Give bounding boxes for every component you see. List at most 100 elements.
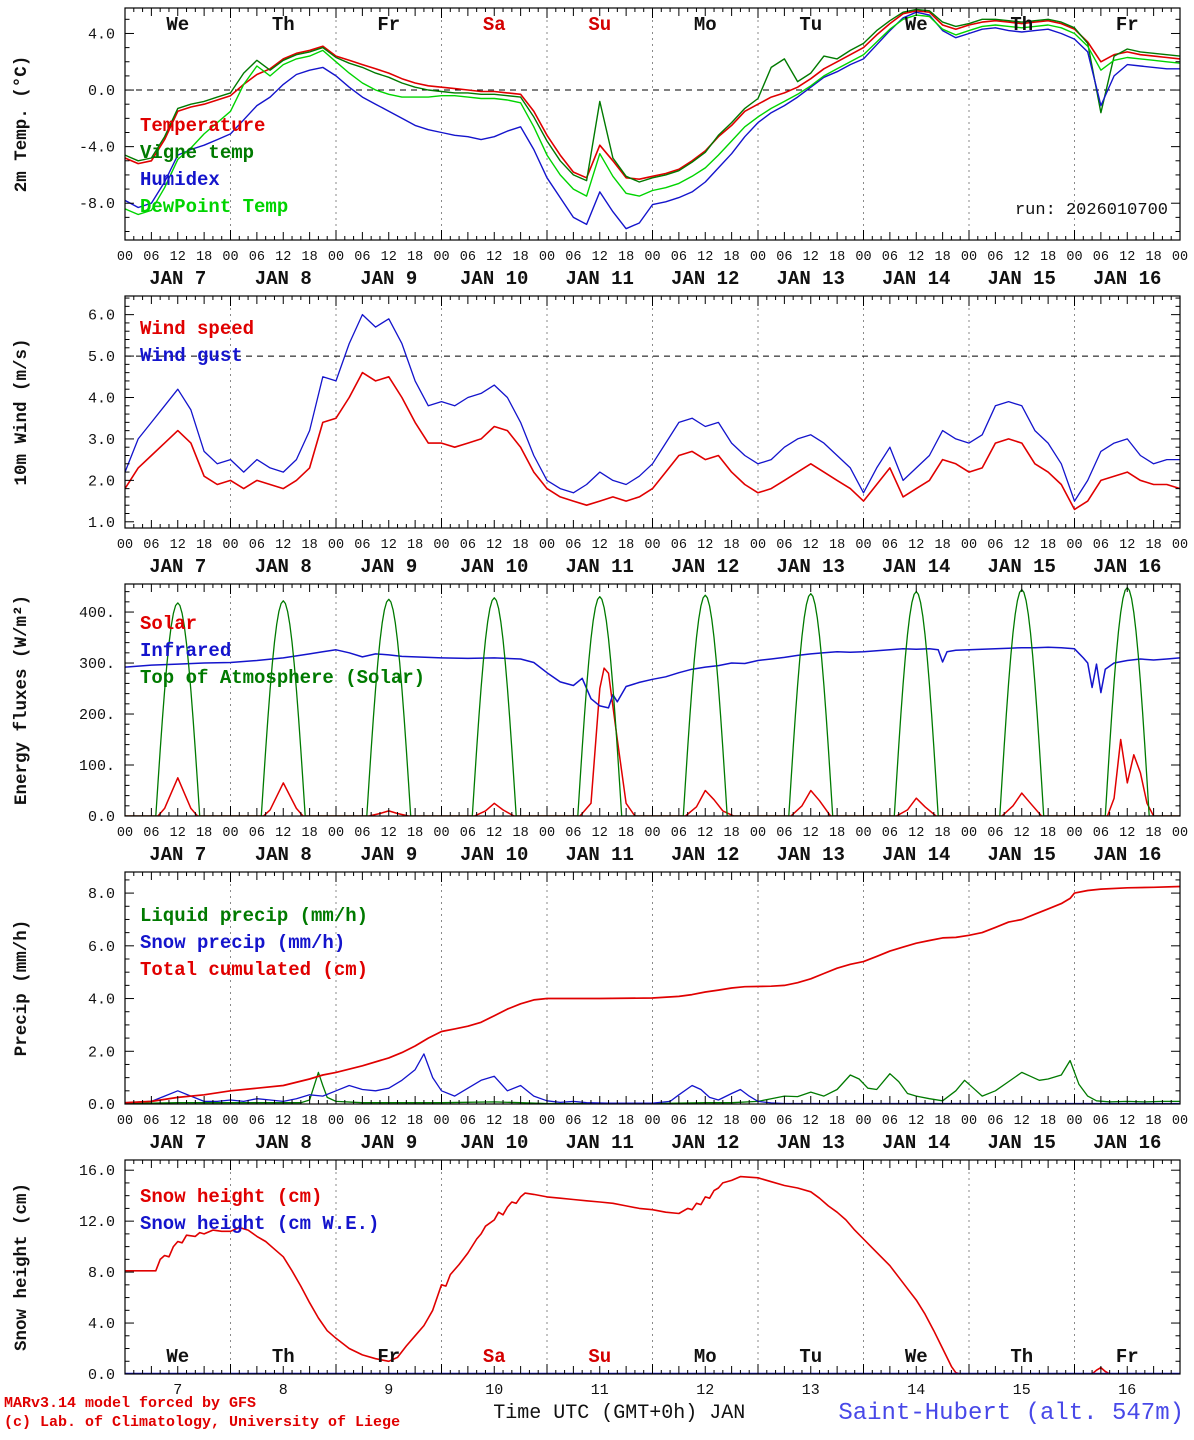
svg-text:Sa: Sa (483, 1346, 506, 1368)
svg-text:18: 18 (829, 250, 845, 265)
svg-text:12.0: 12.0 (79, 1214, 115, 1231)
svg-text:3.0: 3.0 (88, 432, 115, 449)
svg-text:JAN 11: JAN 11 (566, 268, 634, 288)
svg-text:-4.0: -4.0 (79, 140, 115, 157)
svg-text:18: 18 (618, 826, 634, 841)
svg-text:06: 06 (776, 826, 792, 841)
svg-text:06: 06 (460, 250, 476, 265)
svg-text:12: 12 (275, 250, 291, 265)
svg-text:JAN 16: JAN 16 (1093, 556, 1161, 576)
svg-text:12: 12 (486, 826, 502, 841)
svg-text:4.0: 4.0 (88, 391, 115, 408)
svg-text:18: 18 (513, 1114, 529, 1129)
svg-text:00: 00 (855, 826, 871, 841)
svg-text:Top of Atmosphere (Solar): Top of Atmosphere (Solar) (140, 667, 425, 689)
svg-text:JAN 13: JAN 13 (777, 268, 845, 288)
svg-text:18: 18 (407, 826, 423, 841)
svg-text:JAN 12: JAN 12 (671, 268, 739, 288)
svg-text:18: 18 (724, 538, 740, 553)
svg-text:Wind gust: Wind gust (140, 345, 243, 367)
svg-text:12: 12 (1119, 250, 1135, 265)
svg-text:Tu: Tu (799, 14, 822, 36)
svg-text:06: 06 (776, 1114, 792, 1129)
svg-text:12: 12 (1119, 538, 1135, 553)
svg-text:12: 12 (381, 1114, 397, 1129)
svg-text:06: 06 (671, 826, 687, 841)
svg-text:18: 18 (302, 250, 318, 265)
svg-text:06: 06 (143, 538, 159, 553)
svg-text:Su: Su (588, 1346, 611, 1368)
svg-text:15: 15 (1013, 1382, 1031, 1399)
svg-text:JAN 15: JAN 15 (988, 1132, 1056, 1152)
svg-text:00: 00 (433, 250, 449, 265)
svg-text:JAN 8: JAN 8 (255, 268, 312, 288)
svg-text:12: 12 (170, 826, 186, 841)
svg-text:Snow height (cm W.E.): Snow height (cm W.E.) (140, 1213, 379, 1235)
station-name: Saint-Hubert (alt. 547m) (838, 1399, 1184, 1427)
svg-text:4.0: 4.0 (88, 1316, 115, 1333)
svg-text:18: 18 (302, 538, 318, 553)
svg-text:8.0: 8.0 (88, 1265, 115, 1282)
svg-text:06: 06 (354, 1114, 370, 1129)
svg-text:06: 06 (143, 250, 159, 265)
svg-text:Infrared: Infrared (140, 640, 231, 662)
svg-text:18: 18 (196, 826, 212, 841)
svg-text:Precip (mm/h): Precip (mm/h) (12, 920, 32, 1057)
svg-text:12: 12 (803, 250, 819, 265)
svg-text:16: 16 (1118, 1382, 1136, 1399)
svg-text:JAN 16: JAN 16 (1093, 844, 1161, 864)
svg-text:00: 00 (539, 1114, 555, 1129)
svg-text:00: 00 (1172, 250, 1188, 265)
svg-text:12: 12 (908, 826, 924, 841)
svg-text:00: 00 (1066, 250, 1082, 265)
svg-text:12: 12 (592, 538, 608, 553)
svg-text:00: 00 (644, 1114, 660, 1129)
svg-text:JAN 16: JAN 16 (1093, 268, 1161, 288)
svg-text:JAN 12: JAN 12 (671, 556, 739, 576)
svg-text:06: 06 (143, 1114, 159, 1129)
svg-text:We: We (905, 14, 928, 36)
svg-text:8: 8 (279, 1382, 288, 1399)
svg-text:JAN 13: JAN 13 (777, 1132, 845, 1152)
credits-block: MARv3.14 model forced by GFS (c) Lab. of… (4, 1394, 400, 1433)
wind-chart: 6.05.04.03.02.01.000 06 12 18 00 06 12 18 00 06 12… (12, 295, 1188, 576)
svg-text:12: 12 (592, 826, 608, 841)
svg-text:6.0: 6.0 (88, 308, 115, 325)
svg-text:12: 12 (592, 1114, 608, 1129)
svg-text:06: 06 (671, 250, 687, 265)
svg-text:12: 12 (1014, 1114, 1030, 1129)
svg-text:JAN 10: JAN 10 (460, 1132, 528, 1152)
svg-text:JAN 7: JAN 7 (149, 1132, 206, 1152)
svg-text:06: 06 (882, 826, 898, 841)
svg-text:Fr: Fr (377, 1346, 400, 1368)
svg-text:18: 18 (935, 1114, 951, 1129)
svg-text:JAN 11: JAN 11 (566, 1132, 634, 1152)
svg-text:12: 12 (486, 538, 502, 553)
svg-text:06: 06 (249, 538, 265, 553)
svg-text:00: 00 (644, 826, 660, 841)
svg-text:06: 06 (1093, 538, 1109, 553)
svg-text:12: 12 (803, 826, 819, 841)
svg-text:00: 00 (222, 538, 238, 553)
svg-text:Temperature: Temperature (140, 115, 265, 137)
svg-text:Su: Su (588, 14, 611, 36)
svg-text:06: 06 (987, 538, 1003, 553)
svg-text:12: 12 (170, 250, 186, 265)
svg-text:00: 00 (328, 250, 344, 265)
svg-text:We: We (905, 1346, 928, 1368)
svg-text:06: 06 (354, 538, 370, 553)
svg-text:12: 12 (486, 250, 502, 265)
svg-text:18: 18 (407, 538, 423, 553)
svg-text:12: 12 (275, 1114, 291, 1129)
svg-text:Solar: Solar (140, 613, 197, 635)
svg-text:1.0: 1.0 (88, 515, 115, 532)
svg-text:200.: 200. (79, 707, 115, 724)
svg-text:00: 00 (539, 826, 555, 841)
svg-text:JAN 8: JAN 8 (255, 844, 312, 864)
svg-text:00: 00 (539, 538, 555, 553)
svg-text:18: 18 (829, 538, 845, 553)
svg-text:00: 00 (222, 826, 238, 841)
svg-text:4.0: 4.0 (88, 992, 115, 1009)
svg-text:16.0: 16.0 (79, 1163, 115, 1180)
